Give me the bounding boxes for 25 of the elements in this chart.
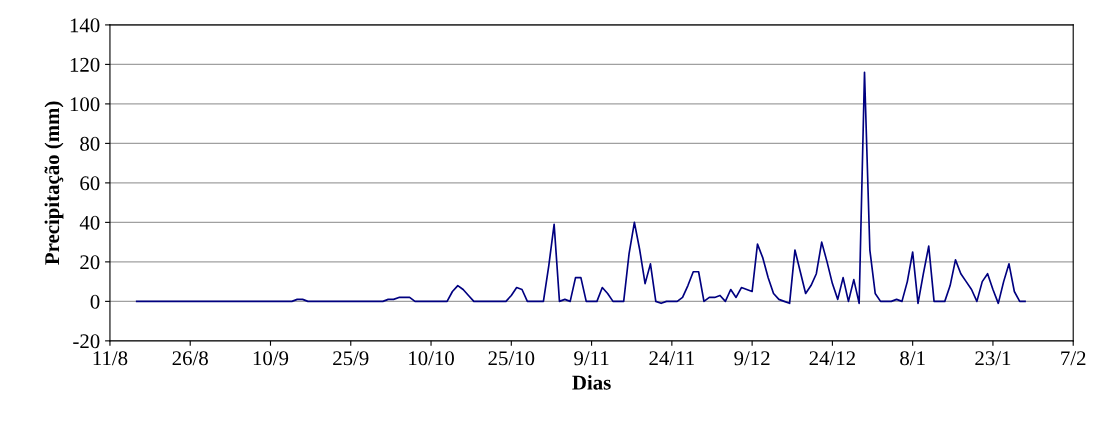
x-tick-label: 10/10 — [409, 351, 454, 366]
x-tick-label: 24/12 — [809, 351, 855, 366]
y-tick-label: 120 — [70, 57, 100, 72]
x-tick-label: 9/11 — [574, 351, 609, 366]
y-tick-label: 40 — [79, 215, 100, 230]
y-axis-title: Precipitação (mm) — [44, 101, 64, 265]
y-tick-label: -20 — [73, 334, 100, 349]
x-tick-label: 23/1 — [975, 351, 1011, 366]
y-tick-label: 0 — [90, 294, 100, 309]
x-tick-label: 9/12 — [734, 351, 770, 366]
y-tick-label: 140 — [70, 18, 100, 33]
x-tick-label: 11/8 — [93, 351, 128, 366]
y-tick-label: 100 — [70, 97, 100, 112]
x-tick-label: 8/1 — [900, 351, 925, 366]
y-tick-label: 20 — [80, 255, 100, 270]
x-tick-label: 25/10 — [488, 351, 535, 366]
x-tick-label: 7/2 — [1061, 351, 1086, 366]
y-tick-label: 60 — [80, 176, 100, 191]
y-tick-label: 80 — [80, 136, 100, 151]
x-tick-label: 25/9 — [333, 351, 369, 366]
x-axis-title: Dias — [572, 375, 611, 390]
x-tick-label: 10/9 — [253, 351, 289, 366]
x-tick-label: 24/11 — [649, 351, 694, 366]
x-tick-label: 26/8 — [172, 351, 208, 366]
line-series — [135, 71, 1026, 305]
